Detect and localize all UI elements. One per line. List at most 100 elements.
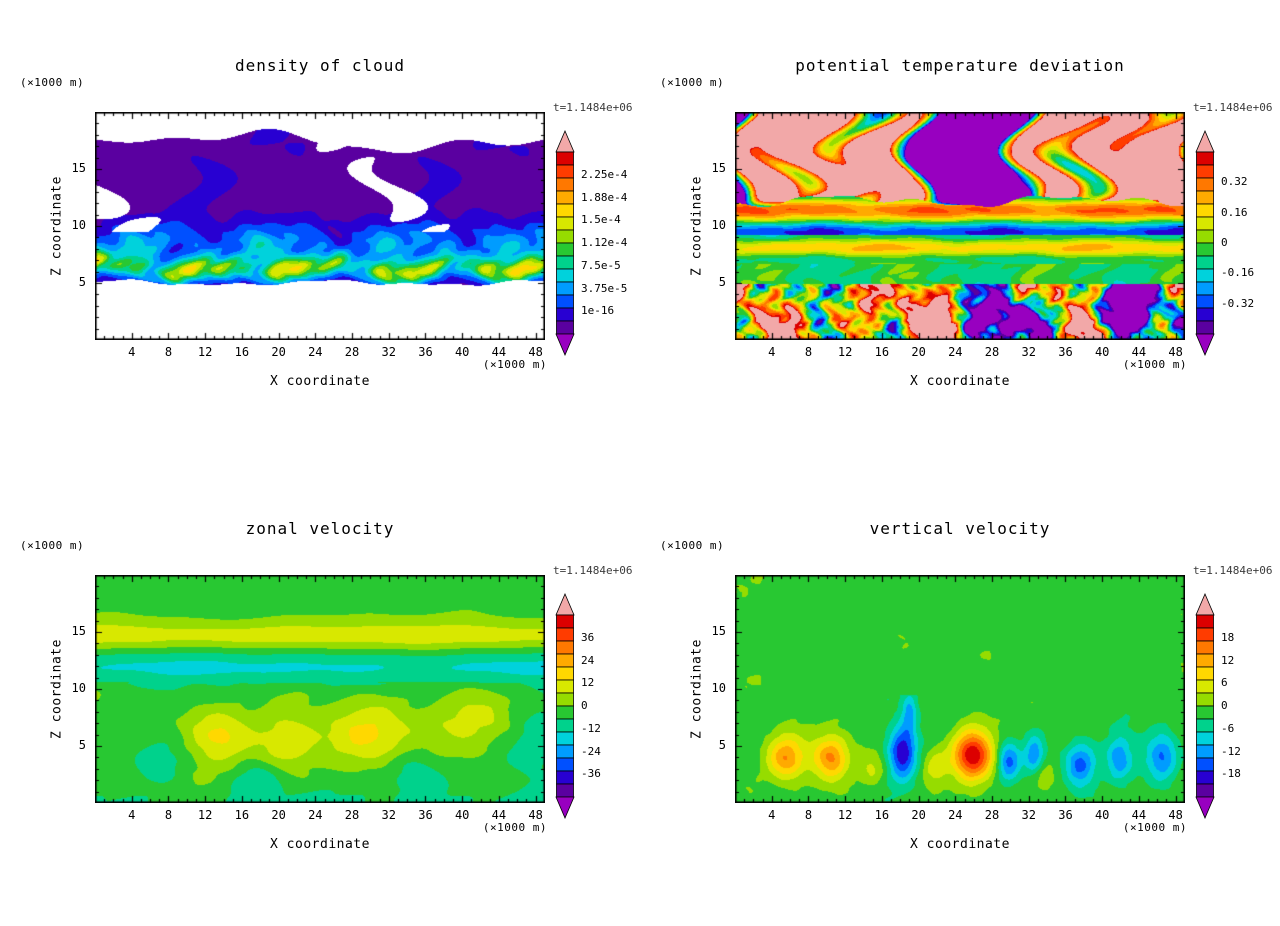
colorbar-cell — [1196, 757, 1214, 772]
colorbar-cell — [556, 268, 574, 283]
colorbar-under-arrow — [555, 796, 575, 820]
x-tick-label: 28 — [344, 345, 360, 359]
x-tick-label: 36 — [1058, 808, 1073, 822]
x-tick-label: 48 — [528, 808, 543, 822]
colorbar-under-arrow — [555, 333, 575, 357]
colorbar-tick-label: 6 — [1221, 676, 1228, 690]
colorbar-cell — [556, 614, 574, 629]
colorbar-cell — [556, 679, 574, 694]
x-axis-unit-label: (×1000 m) — [1122, 358, 1187, 371]
colorbar-cell — [556, 640, 574, 655]
x-tick-label: 4 — [128, 808, 136, 822]
x-tick-label: 8 — [164, 808, 173, 822]
colorbar-cell — [1196, 692, 1214, 707]
contour-panel: (×1000 m) vertical velocity t=1.1484e+06… — [640, 463, 1280, 926]
panel-title: potential temperature deviation — [795, 56, 1125, 75]
colorbar-cell — [1196, 770, 1214, 785]
y-tick-label: 15 — [711, 624, 726, 638]
colorbar-cell — [1196, 307, 1214, 322]
time-label: t=1.1484e+06 — [553, 564, 633, 577]
colorbar-tick-label: -18 — [1221, 767, 1241, 781]
colorbar-over-arrow — [555, 592, 575, 616]
x-tick-label: 36 — [1058, 345, 1073, 359]
filled-contour-plot — [95, 112, 545, 340]
x-tick-label: 32 — [381, 345, 396, 359]
colorbar-cell — [556, 770, 574, 785]
colorbar-cell — [1196, 666, 1214, 681]
colorbar-svg — [555, 592, 575, 820]
panel-title: zonal velocity — [245, 519, 395, 538]
y-axis-unit-label: (×1000 m) — [20, 76, 85, 89]
colorbar-cell — [1196, 640, 1214, 655]
y-tick-label: 5 — [718, 738, 726, 752]
colorbar-under-arrow — [1195, 796, 1215, 820]
colorbar-cell — [556, 216, 574, 231]
colorbar-cell — [1196, 653, 1214, 668]
colorbar-cell — [1196, 718, 1214, 733]
x-tick-label: 12 — [197, 345, 213, 359]
panel-title: density of cloud — [234, 56, 406, 75]
colorbar-cell — [556, 242, 574, 257]
colorbar — [1195, 129, 1215, 357]
x-tick-label: 12 — [197, 808, 213, 822]
x-tick-label: 8 — [804, 345, 813, 359]
colorbar-tick-label: 36 — [581, 630, 595, 644]
y-tick-labels: 15 10 5 — [0, 0, 92, 463]
colorbar-tick-label: 12 — [581, 676, 595, 690]
colorbar-cell — [1196, 731, 1214, 746]
x-tick-label: 40 — [454, 808, 470, 822]
colorbar-tick-label: 1.12e-4 — [581, 236, 628, 249]
colorbar-tick-label: 0 — [1221, 699, 1228, 712]
x-tick-labels: 4 8 12 16 20 24 28 32 36 40 44 48 — [640, 808, 1280, 824]
colorbar-tick-label: -12 — [581, 721, 601, 735]
x-tick-label: 28 — [984, 345, 1000, 359]
colorbar-over-arrow — [555, 129, 575, 153]
colorbar-cell — [1196, 627, 1214, 642]
y-tick-label: 10 — [71, 681, 86, 695]
x-axis-title: X coordinate — [910, 374, 1010, 389]
colorbar-tick-label: 18 — [1221, 630, 1235, 644]
x-axis-unit-label: (×1000 m) — [482, 821, 547, 834]
colorbar-cell — [556, 255, 574, 270]
colorbar-cell — [556, 281, 574, 296]
colorbar-tick-label: 2.25e-4 — [581, 167, 628, 181]
colorbar-cell — [1196, 151, 1214, 166]
colorbar-tick-label: -0.16 — [1221, 266, 1255, 280]
colorbar-cell — [556, 177, 574, 192]
x-axis-title: X coordinate — [270, 374, 370, 389]
colorbar-cell — [556, 718, 574, 733]
colorbar-cell — [556, 705, 574, 720]
y-tick-label: 10 — [711, 218, 726, 232]
colorbar-cell — [556, 731, 574, 746]
x-tick-label: 8 — [164, 345, 173, 359]
colorbar-cell — [556, 744, 574, 759]
contour-panel: (×1000 m) density of cloud t=1.1484e+06 … — [0, 0, 640, 463]
colorbar-tick-label: -12 — [1221, 744, 1241, 758]
x-tick-label: 48 — [1168, 808, 1183, 822]
colorbar-cell — [556, 151, 574, 166]
colorbar-cell — [556, 627, 574, 642]
x-tick-label: 24 — [948, 345, 963, 359]
time-label: t=1.1484e+06 — [1193, 101, 1273, 114]
x-tick-label: 16 — [234, 345, 250, 359]
panel-title: vertical velocity — [869, 519, 1051, 538]
x-tick-label: 32 — [1021, 808, 1036, 822]
x-tick-label: 40 — [1094, 345, 1110, 359]
y-axis-unit-label: (×1000 m) — [20, 539, 85, 552]
colorbar-cell — [1196, 783, 1214, 798]
x-tick-label: 4 — [768, 808, 776, 822]
x-tick-label: 20 — [911, 345, 926, 359]
x-tick-label: 12 — [837, 345, 853, 359]
colorbar-tick-label: 1e-16 — [581, 304, 615, 318]
colorbar-cell — [1196, 177, 1214, 192]
colorbar-over-arrow — [1195, 129, 1215, 153]
colorbar — [555, 129, 575, 357]
x-tick-label: 12 — [837, 808, 853, 822]
filled-contour-plot — [735, 112, 1185, 340]
time-label: t=1.1484e+06 — [1193, 564, 1273, 577]
colorbar-cell — [1196, 614, 1214, 629]
y-tick-label: 5 — [78, 738, 86, 752]
colorbar-cell — [1196, 216, 1214, 231]
x-tick-label: 24 — [308, 345, 323, 359]
x-axis-unit-label: (×1000 m) — [482, 358, 547, 371]
